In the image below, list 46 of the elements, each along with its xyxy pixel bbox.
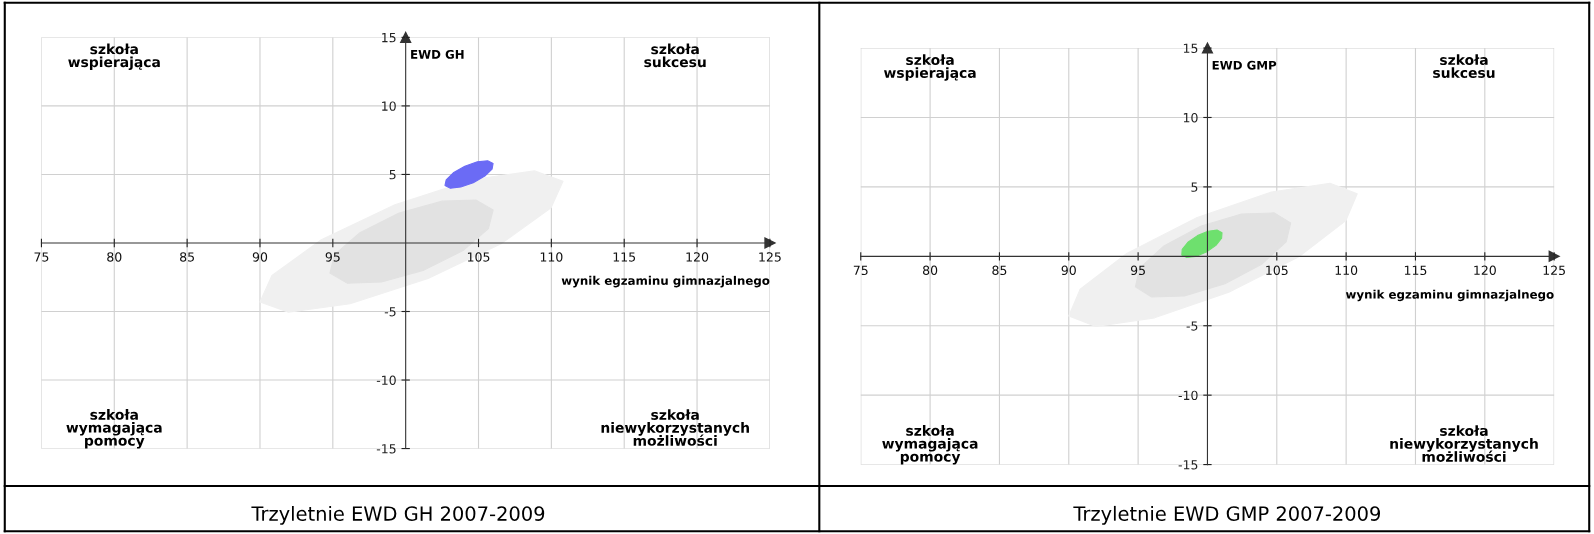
- y-tick-label: 15: [382, 33, 396, 43]
- y-tick-label: 5: [1191, 182, 1198, 192]
- x-tick-label: 125: [1543, 265, 1565, 276]
- annotation: szkoła wspierająca: [884, 54, 976, 81]
- x-tick-label: 75: [853, 265, 868, 276]
- x-tick-label: 110: [540, 252, 563, 262]
- y-tick-label: -10: [1178, 390, 1198, 401]
- annotation: szkoła wymagająca pomocy: [66, 409, 162, 449]
- y-axis-title: EWD GMP: [1212, 60, 1277, 70]
- x-tick-label: 80: [922, 265, 938, 276]
- x-tick-label: 120: [686, 252, 709, 262]
- x-tick-label: 95: [1130, 265, 1145, 276]
- y-tick-label: 10: [382, 101, 396, 111]
- y-tick-label: -10: [376, 375, 396, 385]
- y-tick-label: -15: [376, 444, 396, 454]
- x-tick-label: 75: [34, 252, 49, 262]
- y-tick-label: 10: [1183, 112, 1198, 123]
- x-tick-label: 85: [180, 252, 194, 262]
- annotation: szkoła wspierająca: [68, 43, 160, 71]
- annotation: szkoła sukcesu: [644, 43, 706, 68]
- y-tick-label: 15: [1183, 43, 1198, 53]
- x-tick-label: 125: [759, 252, 781, 262]
- y-axis-title: EWD GH: [411, 49, 464, 59]
- annotation: szkoła wymagająca pomocy: [882, 425, 978, 465]
- x-tick-label: 120: [1474, 265, 1496, 276]
- x-tick-label: 105: [467, 252, 490, 262]
- x-tick-label: 115: [613, 252, 636, 262]
- annotation: szkoła niewykorzystanych możliwości: [1390, 425, 1538, 462]
- x-axis-title: wynik egzaminu gimnazjalnego: [1345, 289, 1554, 302]
- x-axis-title: wynik egzaminu gimnazjalnego: [561, 275, 770, 288]
- y-tick-label: -15: [1178, 460, 1198, 470]
- x-tick-label: 105: [1266, 265, 1288, 276]
- x-tick-label: 90: [252, 252, 268, 262]
- x-tick-label: 115: [1404, 265, 1427, 276]
- y-tick-label: -5: [1186, 321, 1198, 331]
- x-tick-label: 90: [1061, 265, 1076, 276]
- annotation: szkoła niewykorzystanych możliwości: [601, 409, 749, 446]
- text: Trzyletnie EWD GH 2007-2009: [251, 505, 545, 525]
- y-tick-label: 5: [389, 170, 396, 180]
- x-tick-label: 80: [107, 252, 122, 262]
- annotation: szkoła sukcesu: [1433, 54, 1495, 78]
- x-tick-label: 110: [1335, 265, 1358, 276]
- y-tick-label: -5: [384, 307, 396, 317]
- x-tick-label: 95: [325, 252, 340, 262]
- x-tick-label: 85: [992, 265, 1007, 276]
- text: Trzyletnie EWD GMP 2007-2009: [1073, 505, 1380, 525]
